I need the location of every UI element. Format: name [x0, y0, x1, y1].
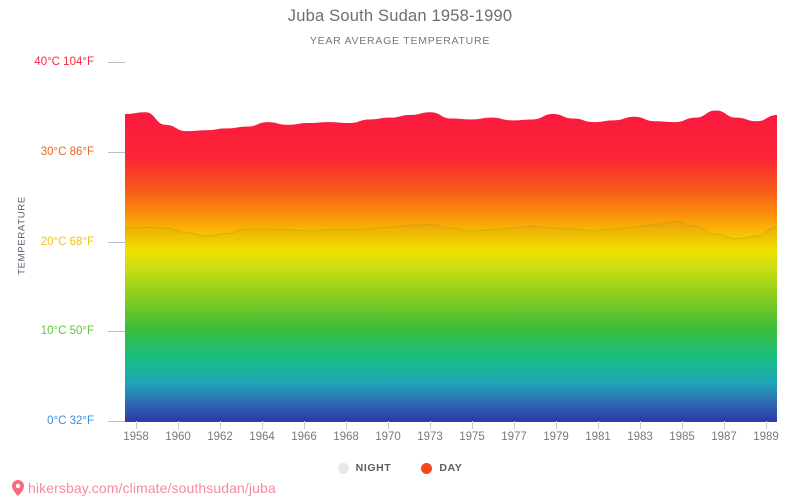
night-area-path: [125, 221, 777, 421]
map-pin-icon: [12, 480, 24, 496]
x-axis-label-1962: 1962: [207, 431, 233, 443]
legend-label-night: NIGHT: [355, 462, 392, 474]
x-axis-label-1968: 1968: [333, 431, 359, 443]
day-area-path: [125, 110, 777, 421]
y-tick-10: [108, 331, 125, 333]
y-axis-label-10: 10°C 50°F: [40, 325, 94, 338]
x-axis-label-1977: 1977: [501, 431, 527, 443]
night-boundary-path: [125, 221, 777, 240]
x-axis-label-1973: 1973: [417, 431, 443, 443]
x-tick-1964: [262, 421, 263, 429]
x-tick-1989: [766, 421, 767, 429]
x-tick-1962: [220, 421, 221, 429]
chart-subtitle: YEAR AVERAGE TEMPERATURE: [309, 35, 491, 47]
y-axis-label-30: 30°C 86°F: [40, 145, 94, 158]
y-tick-40: [108, 62, 125, 63]
x-tick-1960: [178, 421, 179, 429]
y-tick-0: [108, 421, 125, 422]
x-tick-1973: [430, 421, 431, 429]
x-tick-1977: [514, 421, 515, 429]
x-tick-1975: [472, 421, 473, 429]
x-tick-1981: [598, 421, 599, 429]
x-tick-1987: [724, 421, 725, 429]
x-axis-label-1964: 1964: [249, 431, 275, 443]
y-axis-title: TEMPERATURE: [16, 196, 28, 275]
x-axis-label-1981: 1981: [585, 431, 611, 443]
x-tick-1958: [136, 421, 137, 429]
y-tick-30: [108, 151, 125, 153]
source-url: hikersbay.com/climate/southsudan/juba: [28, 480, 276, 496]
x-tick-1970: [388, 421, 389, 429]
y-axis-label-0: 0°C 32°F: [47, 415, 94, 427]
x-axis-label-1975: 1975: [459, 431, 485, 443]
legend-label-day: DAY: [439, 462, 463, 474]
x-tick-1985: [682, 421, 683, 429]
y-axis-label-20: 20°C 68°F: [40, 235, 94, 248]
x-tick-1983: [640, 421, 641, 429]
x-tick-1966: [304, 421, 305, 429]
y-axis-label-40: 40°C 104°F: [34, 56, 94, 68]
x-axis-label-1966: 1966: [291, 431, 317, 443]
chart-title: Juba South Sudan 1958-1990: [287, 7, 513, 25]
area-fill: [125, 62, 777, 421]
x-axis-label-1979: 1979: [543, 431, 569, 443]
x-tick-1979: [556, 421, 557, 429]
chart-plot-area: [125, 62, 777, 421]
x-tick-1968: [346, 421, 347, 429]
day-swatch-icon: [421, 462, 433, 474]
legend-item-day[interactable]: DAY: [421, 462, 462, 474]
x-axis-label-1958: 1958: [123, 431, 149, 443]
temperature-area-chart: [125, 110, 777, 421]
x-axis-label-1960: 1960: [165, 431, 191, 443]
x-axis-label-1989: 1989: [753, 431, 779, 443]
x-axis-line: [125, 421, 777, 422]
x-axis-label-1987: 1987: [711, 431, 737, 443]
night-swatch-icon: [337, 462, 349, 474]
x-axis-label-1970: 1970: [375, 431, 401, 443]
legend-item-night[interactable]: NIGHT: [337, 462, 392, 474]
x-axis-label-1985: 1985: [669, 431, 695, 443]
x-axis-label-1983: 1983: [627, 431, 653, 443]
y-tick-20: [108, 241, 125, 243]
chart-legend: NIGHT DAY: [0, 462, 800, 474]
source-watermark[interactable]: hikersbay.com/climate/southsudan/juba: [12, 480, 276, 496]
